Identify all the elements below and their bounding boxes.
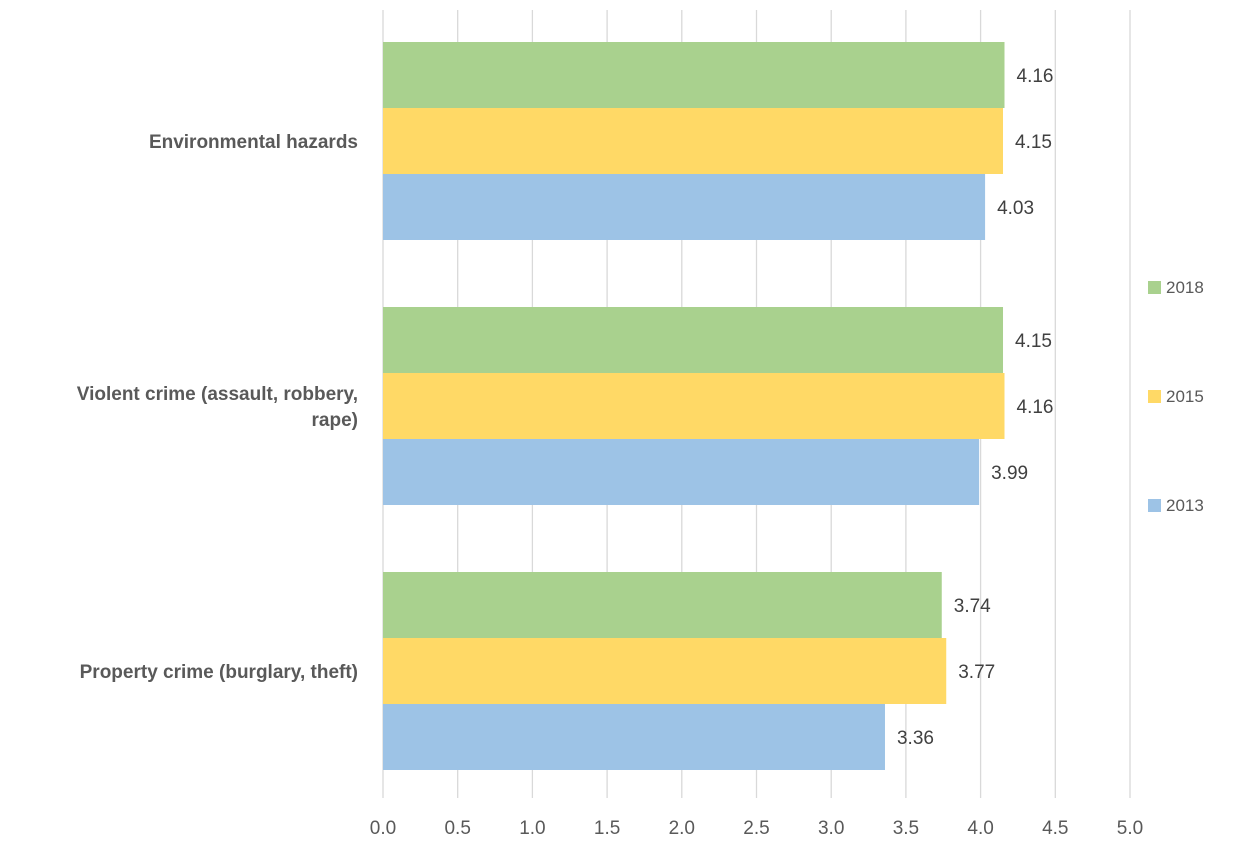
x-tick-label: 4.5 (1042, 818, 1068, 839)
data-labels: 4.16 4.15 4.03 4.15 4.16 3.99 3.74 3.77 3.36 (897, 66, 1054, 749)
legend-swatch-2015 (1148, 390, 1161, 403)
bar-2013-1 (383, 174, 986, 240)
legend-swatch-2013 (1148, 499, 1161, 512)
data-label-2018-3: 3.74 (954, 596, 991, 617)
category-labels: Environmental hazards Violent crime (assa… (77, 132, 358, 683)
bar-2015-2 (383, 373, 1005, 439)
legend: 2018 2015 2013 (1148, 278, 1204, 515)
legend-label-2015: 2015 (1166, 387, 1204, 406)
data-label-2013-1: 4.03 (997, 198, 1034, 219)
bar-2018-2 (383, 307, 1004, 373)
data-label-2018-1: 4.16 (1017, 66, 1054, 87)
x-tick-label: 0.5 (444, 818, 470, 839)
data-label-2013-2: 3.99 (991, 463, 1028, 484)
bar-2018-1 (383, 42, 1005, 108)
legend-label-2013: 2013 (1166, 496, 1204, 515)
legend-label-2018: 2018 (1166, 278, 1204, 297)
x-tick-label: 2.0 (669, 818, 695, 839)
x-tick-label: 2.5 (743, 818, 769, 839)
category-label: rape) (312, 410, 358, 431)
category-label: Environmental hazards (149, 132, 358, 153)
category-label: Property crime (burglary, theft) (80, 662, 358, 683)
legend-swatch-2018 (1148, 281, 1161, 294)
x-tick-label: 1.0 (519, 818, 545, 839)
data-label-2018-2: 4.15 (1015, 331, 1052, 352)
bar-2018-3 (383, 572, 942, 638)
x-tick-label: 4.0 (967, 818, 993, 839)
x-tick-label: 3.0 (818, 818, 844, 839)
bar-2013-3 (383, 704, 885, 770)
x-axis-tick-labels: 0.0 0.5 1.0 1.5 2.0 2.5 3.0 3.5 4.0 4.5 5.0 (370, 818, 1143, 839)
data-label-2015-2: 4.16 (1017, 397, 1054, 418)
data-label-2015-1: 4.15 (1015, 132, 1052, 153)
x-tick-label: 1.5 (594, 818, 620, 839)
bar-2015-3 (383, 638, 947, 704)
category-label: Violent crime (assault, robbery, (77, 384, 358, 405)
x-tick-label: 5.0 (1117, 818, 1143, 839)
data-label-2013-3: 3.36 (897, 728, 934, 749)
bars (383, 42, 1005, 770)
x-tick-label: 0.0 (370, 818, 396, 839)
bar-2013-2 (383, 439, 980, 505)
bar-2015-1 (383, 108, 1004, 174)
x-tick-label: 3.5 (893, 818, 919, 839)
data-label-2015-3: 3.77 (958, 662, 995, 683)
